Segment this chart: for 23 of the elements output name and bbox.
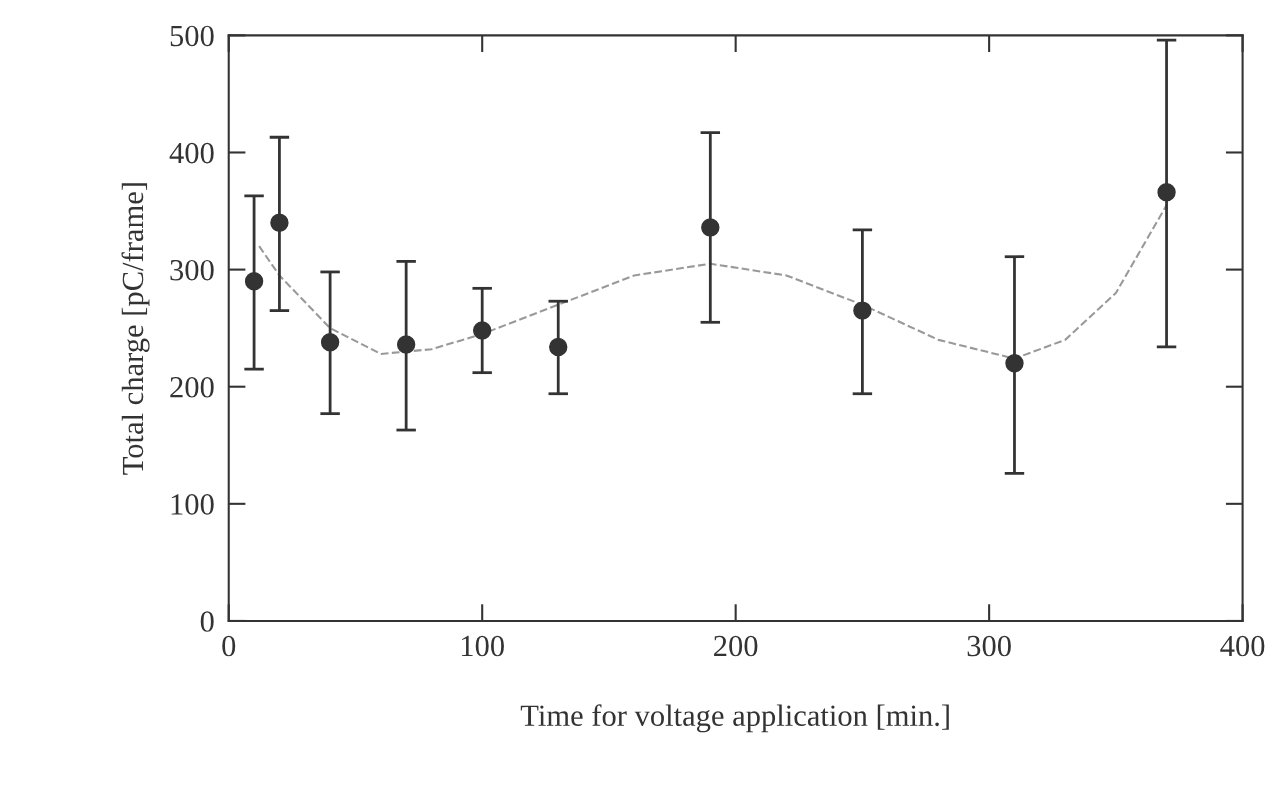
y-tick-label: 500: [170, 25, 214, 47]
point: [1157, 183, 1176, 202]
y-tick-label: 0: [200, 611, 214, 632]
x-tick-label: 0: [222, 635, 236, 657]
x-tick-label: 300: [967, 635, 1011, 657]
x-axis-title: Time for voltage application [min.]: [520, 704, 949, 733]
point: [473, 321, 492, 340]
point: [396, 335, 416, 354]
point: [853, 301, 872, 320]
point: [1005, 354, 1024, 373]
y-tick-label: 300: [170, 259, 214, 281]
y-tick-label: 400: [169, 142, 214, 164]
point: [701, 218, 720, 237]
y-tick-label: 200: [170, 376, 214, 398]
point: [270, 213, 289, 232]
y-axis-title: Total charge [pC/frame]: [121, 183, 150, 475]
x-tick-label: 100: [461, 635, 504, 657]
point: [244, 272, 264, 291]
x-tick-label: 200: [714, 635, 758, 657]
point: [320, 333, 340, 352]
point: [549, 337, 568, 357]
x-tick-label: 400: [1220, 635, 1265, 657]
y-tick-label: 100: [171, 494, 214, 515]
